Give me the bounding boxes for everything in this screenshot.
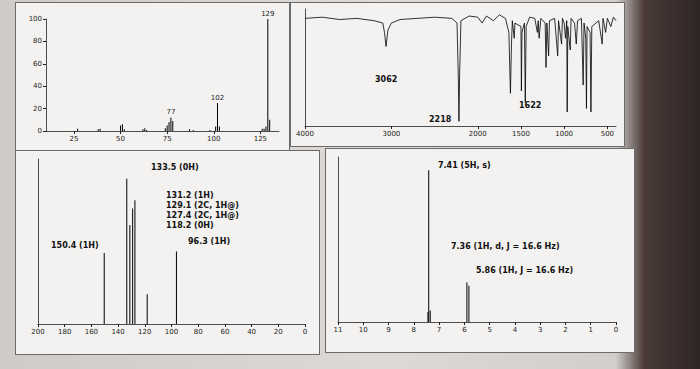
svg-text:20: 20: [33, 105, 42, 113]
svg-text:2218: 2218: [429, 115, 452, 124]
svg-text:77: 77: [166, 108, 175, 116]
svg-text:80: 80: [33, 37, 42, 45]
svg-text:1000: 1000: [555, 130, 573, 138]
svg-text:500: 500: [601, 130, 614, 138]
svg-text:80: 80: [194, 328, 203, 336]
svg-text:100: 100: [29, 15, 42, 23]
svg-text:120: 120: [138, 328, 151, 336]
svg-text:100: 100: [207, 135, 220, 143]
svg-text:4: 4: [513, 326, 518, 334]
svg-text:96.3 (1H): 96.3 (1H): [188, 237, 230, 246]
svg-text:40: 40: [33, 82, 42, 90]
svg-text:5.86 (1H, J = 16.6 Hz): 5.86 (1H, J = 16.6 Hz): [476, 266, 573, 275]
svg-text:10: 10: [359, 326, 368, 334]
svg-text:129.1 (2C, 1H@): 129.1 (2C, 1H@): [166, 201, 239, 210]
svg-text:133.5 (0H): 133.5 (0H): [151, 163, 199, 172]
svg-text:20: 20: [274, 328, 283, 336]
svg-text:7.41 (5H, s): 7.41 (5H, s): [438, 161, 491, 170]
svg-text:3: 3: [538, 326, 542, 334]
svg-text:75: 75: [163, 135, 172, 143]
svg-text:3000: 3000: [382, 130, 400, 138]
svg-text:3062: 3062: [375, 75, 397, 84]
svg-text:0: 0: [303, 328, 307, 336]
svg-text:25: 25: [69, 135, 78, 143]
svg-text:60: 60: [220, 328, 229, 336]
svg-text:2: 2: [563, 326, 567, 334]
svg-text:4000: 4000: [296, 130, 314, 138]
svg-text:0: 0: [614, 326, 618, 334]
svg-text:180: 180: [58, 328, 71, 336]
svg-text:11: 11: [334, 326, 343, 334]
svg-text:102: 102: [211, 94, 224, 102]
svg-text:8: 8: [412, 326, 416, 334]
svg-text:125: 125: [254, 135, 267, 143]
svg-text:9: 9: [386, 326, 390, 334]
svg-text:131.2 (1H): 131.2 (1H): [166, 191, 214, 200]
svg-text:140: 140: [111, 328, 124, 336]
svg-text:160: 160: [85, 328, 98, 336]
svg-text:200: 200: [31, 328, 44, 336]
svg-text:5: 5: [487, 326, 491, 334]
svg-text:50: 50: [116, 135, 125, 143]
svg-text:1622: 1622: [519, 101, 541, 110]
svg-text:1500: 1500: [512, 130, 530, 138]
svg-text:1: 1: [588, 326, 592, 334]
svg-text:127.4 (2C, 1H@): 127.4 (2C, 1H@): [166, 211, 239, 220]
svg-text:118.2 (0H): 118.2 (0H): [166, 221, 214, 230]
svg-text:40: 40: [247, 328, 256, 336]
svg-text:7: 7: [437, 326, 441, 334]
svg-text:2000: 2000: [469, 130, 487, 138]
svg-text:0: 0: [38, 127, 42, 135]
svg-text:60: 60: [33, 60, 42, 68]
svg-text:129: 129: [261, 10, 274, 18]
svg-text:100: 100: [165, 328, 178, 336]
svg-text:7.36 (1H, d, J = 16.6 Hz): 7.36 (1H, d, J = 16.6 Hz): [451, 242, 560, 251]
svg-text:150.4 (1H): 150.4 (1H): [51, 241, 99, 250]
svg-text:6: 6: [462, 326, 467, 334]
